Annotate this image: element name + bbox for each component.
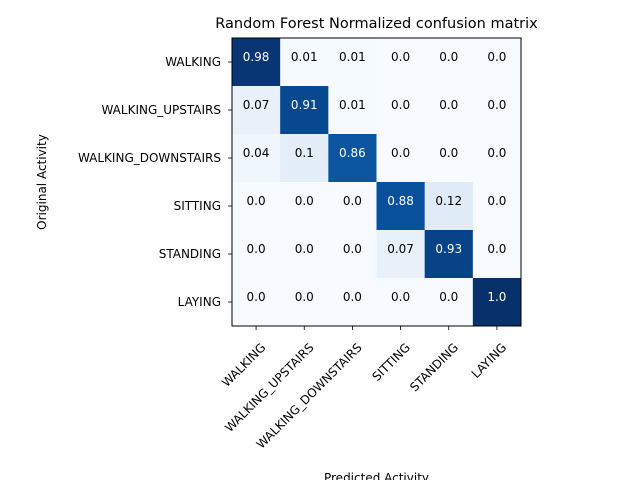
heatmap-cell bbox=[232, 230, 281, 279]
cell-value-label: 0.0 bbox=[439, 146, 458, 160]
cell-value-label: 0.07 bbox=[387, 242, 414, 256]
cell-value-label: 0.0 bbox=[487, 242, 506, 256]
heatmap-cell bbox=[424, 278, 474, 327]
cell-value-label: 0.0 bbox=[295, 194, 314, 208]
cell-value-label: 0.0 bbox=[247, 290, 266, 304]
cell-value-label: 1.0 bbox=[487, 290, 506, 304]
cell-value-label: 0.0 bbox=[391, 146, 410, 160]
cell-value-label: 0.0 bbox=[391, 290, 410, 304]
cell-value-label: 0.91 bbox=[291, 98, 318, 112]
cell-value-label: 0.86 bbox=[339, 146, 366, 160]
x-tick-label: WALKING bbox=[219, 340, 268, 389]
heatmap-cell bbox=[328, 230, 377, 279]
y-tick-label: WALKING_UPSTAIRS bbox=[101, 103, 221, 117]
y-tick-label: STANDING bbox=[159, 247, 221, 261]
y-axis-label: Original Activity bbox=[35, 134, 49, 230]
cell-value-label: 0.0 bbox=[247, 242, 266, 256]
y-tick-label: SITTING bbox=[174, 199, 221, 213]
heatmap-cell bbox=[328, 86, 377, 135]
heatmap-cell bbox=[280, 38, 329, 87]
heatmap-cell bbox=[328, 182, 377, 231]
cell-value-label: 0.0 bbox=[439, 290, 458, 304]
cell-value-label: 0.0 bbox=[343, 290, 362, 304]
heatmap-cell bbox=[424, 38, 474, 87]
heatmap-cell bbox=[232, 134, 281, 183]
heatmap-cell bbox=[328, 134, 377, 183]
cell-value-label: 0.0 bbox=[487, 146, 506, 160]
heatmap-cell bbox=[472, 182, 522, 231]
heatmap-cell bbox=[376, 38, 426, 87]
heatmap-cell bbox=[232, 278, 281, 327]
heatmap-cell bbox=[232, 86, 281, 135]
cell-value-label: 0.0 bbox=[487, 194, 506, 208]
heatmap-cell bbox=[328, 38, 377, 87]
heatmap-cell bbox=[424, 86, 474, 135]
y-tick-label: WALKING bbox=[165, 55, 221, 69]
heatmap-cell bbox=[376, 134, 426, 183]
cell-value-label: 0.0 bbox=[439, 50, 458, 64]
cell-value-label: 0.0 bbox=[391, 50, 410, 64]
heatmap-cells bbox=[232, 38, 522, 327]
heatmap-cell bbox=[232, 38, 281, 87]
heatmap-cell bbox=[424, 230, 474, 279]
cell-value-label: 0.01 bbox=[339, 98, 366, 112]
heatmap-cell bbox=[424, 134, 474, 183]
cell-value-label: 0.0 bbox=[487, 98, 506, 112]
cell-value-label: 0.0 bbox=[295, 242, 314, 256]
x-axis-label: Predicted Activity bbox=[324, 471, 429, 480]
cell-value-label: 0.07 bbox=[243, 98, 270, 112]
cell-value-label: 0.88 bbox=[387, 194, 414, 208]
cell-value-label: 0.0 bbox=[343, 242, 362, 256]
heatmap-cell bbox=[472, 230, 522, 279]
y-axis-ticks: WALKING WALKING_UPSTAIRS WALKING_DOWNSTAIR… bbox=[78, 55, 232, 309]
heatmap-cell bbox=[280, 182, 329, 231]
heatmap-cell bbox=[472, 86, 522, 135]
heatmap-cell bbox=[376, 182, 426, 231]
y-tick-label: WALKING_DOWNSTAIRS bbox=[78, 151, 221, 165]
chart-title: Random Forest Normalized confusion matri… bbox=[215, 16, 538, 32]
heatmap-cell bbox=[424, 182, 474, 231]
heatmap-cell-labels: 0.98 0.01 0.01 0.0 0.0 0.0 0.07 0.91 0.01 0.0 0.0 0… bbox=[243, 50, 507, 304]
plot-frame bbox=[231, 37, 522, 327]
cell-value-label: 0.93 bbox=[435, 242, 462, 256]
cell-value-label: 0.01 bbox=[291, 50, 318, 64]
cell-value-label: 0.01 bbox=[339, 50, 366, 64]
cell-value-label: 0.0 bbox=[439, 98, 458, 112]
heatmap-cell bbox=[376, 230, 426, 279]
heatmap-cell bbox=[328, 278, 377, 327]
heatmap-cell bbox=[232, 182, 281, 231]
y-tick-label: LAYING bbox=[178, 295, 221, 309]
heatmap-cell bbox=[376, 86, 426, 135]
heatmap-cell bbox=[472, 134, 522, 183]
x-tick-label: STANDING bbox=[407, 340, 461, 394]
cell-value-label: 0.0 bbox=[343, 194, 362, 208]
heatmap-cell bbox=[472, 38, 522, 87]
x-tick-label: LAYING bbox=[469, 340, 510, 381]
heatmap-cell bbox=[280, 230, 329, 279]
heatmap-cell bbox=[376, 278, 426, 327]
cell-value-label: 0.0 bbox=[295, 290, 314, 304]
cell-value-label: 0.98 bbox=[243, 50, 270, 64]
cell-value-label: 0.0 bbox=[391, 98, 410, 112]
heatmap-cell bbox=[280, 134, 329, 183]
cell-value-label: 0.0 bbox=[247, 194, 266, 208]
cell-value-label: 0.0 bbox=[487, 50, 506, 64]
x-axis-ticks: WALKINGWALKING_UPSTAIRSWALKING_DOWNSTAIR… bbox=[219, 326, 509, 451]
cell-value-label: 0.04 bbox=[243, 146, 270, 160]
heatmap-cell bbox=[280, 86, 329, 135]
cell-value-label: 0.1 bbox=[295, 146, 314, 160]
cell-value-label: 0.12 bbox=[435, 194, 462, 208]
heatmap-cell bbox=[280, 278, 329, 327]
heatmap-cell bbox=[472, 278, 522, 327]
x-tick-label: SITTING bbox=[369, 340, 412, 383]
x-tick-label: WALKING_UPSTAIRS bbox=[222, 340, 316, 434]
